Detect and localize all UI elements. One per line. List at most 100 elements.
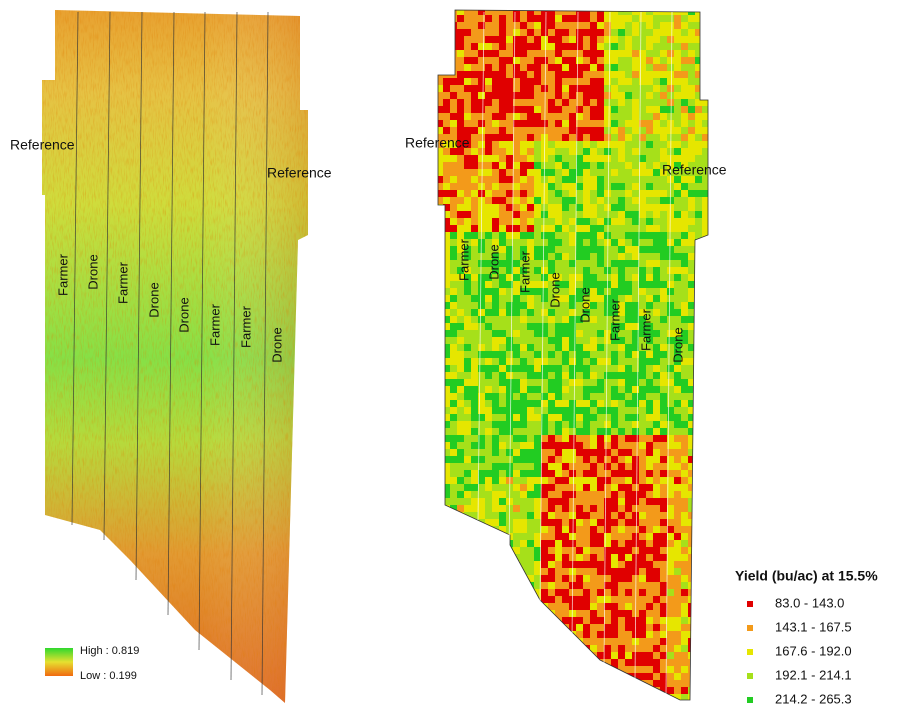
yield-pixel <box>695 225 702 232</box>
yield-pixel <box>555 176 562 183</box>
yield-pixel <box>443 22 450 29</box>
yield-pixel <box>464 365 471 372</box>
yield-pixel <box>688 701 695 705</box>
yield-pixel <box>583 22 590 29</box>
yield-pixel <box>646 134 653 141</box>
yield-pixel <box>583 232 590 239</box>
yield-pixel <box>639 659 646 666</box>
yield-pixel <box>450 302 457 309</box>
yield-pixel <box>499 554 506 561</box>
yield-pixel <box>485 190 492 197</box>
yield-pixel <box>583 15 590 22</box>
yield-pixel <box>562 253 569 260</box>
yield-pixel <box>625 442 632 449</box>
yield-pixel <box>646 617 653 624</box>
yield-pixel <box>464 582 471 589</box>
yield-pixel <box>625 589 632 596</box>
yield-pixel <box>548 498 555 505</box>
yield-pixel <box>506 596 513 603</box>
yield-pixel <box>681 624 688 631</box>
yield-pixel <box>667 645 674 652</box>
yield-pixel <box>555 85 562 92</box>
yield-pixel <box>604 218 611 225</box>
yield-pixel <box>583 568 590 575</box>
yield-pixel <box>464 71 471 78</box>
yield-pixel <box>695 631 702 638</box>
yield-pixel <box>541 491 548 498</box>
yield-pixel <box>520 673 527 680</box>
yield-pixel <box>604 638 611 645</box>
yield-pixel <box>625 428 632 435</box>
yield-pixel <box>653 260 660 267</box>
yield-pixel <box>639 575 646 582</box>
yield-pixel <box>632 505 639 512</box>
yield-pixel <box>485 589 492 596</box>
yield-pixel <box>520 547 527 554</box>
yield-pixel <box>674 519 681 526</box>
yield-pixel <box>660 197 667 204</box>
yield-pixel <box>639 64 646 71</box>
yield-pixel <box>464 631 471 638</box>
yield-pixel <box>709 29 716 36</box>
yield-pixel <box>569 512 576 519</box>
yield-pixel <box>597 365 604 372</box>
yield-pixel <box>548 148 555 155</box>
yield-pixel <box>569 505 576 512</box>
yield-pixel <box>534 288 541 295</box>
yield-pixel <box>527 169 534 176</box>
yield-pixel <box>604 617 611 624</box>
yield-pixel <box>604 701 611 705</box>
yield-pixel <box>632 22 639 29</box>
yield-pixel <box>506 400 513 407</box>
yield-pixel <box>436 36 443 43</box>
yield-pixel <box>611 393 618 400</box>
yield-pixel <box>681 456 688 463</box>
yield-pixel <box>450 393 457 400</box>
yield-pixel <box>450 435 457 442</box>
yield-pixel <box>555 120 562 127</box>
yield-pixel <box>597 428 604 435</box>
yield-pixel <box>611 99 618 106</box>
yield-pixel <box>681 638 688 645</box>
yield-pixel <box>583 85 590 92</box>
yield-pixel <box>681 631 688 638</box>
yield-pixel <box>660 470 667 477</box>
yield-pixel <box>583 218 590 225</box>
yield-pixel <box>660 148 667 155</box>
yield-pixel <box>555 358 562 365</box>
yield-pixel <box>604 386 611 393</box>
yield-pixel <box>520 29 527 36</box>
yield-pixel <box>611 106 618 113</box>
yield-pixel <box>520 372 527 379</box>
yield-pixel <box>646 92 653 99</box>
yield-pixel <box>555 414 562 421</box>
yield-pixel <box>576 169 583 176</box>
yield-pixel <box>597 554 604 561</box>
yield-pixel <box>646 15 653 22</box>
yield-pixel <box>632 288 639 295</box>
yield-pixel <box>457 162 464 169</box>
yield-pixel <box>576 358 583 365</box>
yield-pixel <box>534 456 541 463</box>
yield-pixel <box>457 442 464 449</box>
yield-pixel <box>604 393 611 400</box>
yield-pixel <box>611 148 618 155</box>
yield-pixel <box>485 673 492 680</box>
yield-pixel <box>688 197 695 204</box>
yield-pixel <box>457 449 464 456</box>
yield-pixel <box>534 127 541 134</box>
yield-pixel <box>485 162 492 169</box>
yield-pixel <box>604 85 611 92</box>
yield-pixel <box>534 29 541 36</box>
yield-pixel <box>478 288 485 295</box>
yield-pixel <box>471 463 478 470</box>
yield-pixel <box>674 316 681 323</box>
yield-pixel <box>520 64 527 71</box>
yield-pixel <box>674 246 681 253</box>
yield-pixel <box>639 239 646 246</box>
yield-pixel <box>464 701 471 705</box>
yield-pixel <box>660 407 667 414</box>
yield-pixel <box>604 365 611 372</box>
yield-pixel <box>688 127 695 134</box>
yield-pixel <box>695 575 702 582</box>
